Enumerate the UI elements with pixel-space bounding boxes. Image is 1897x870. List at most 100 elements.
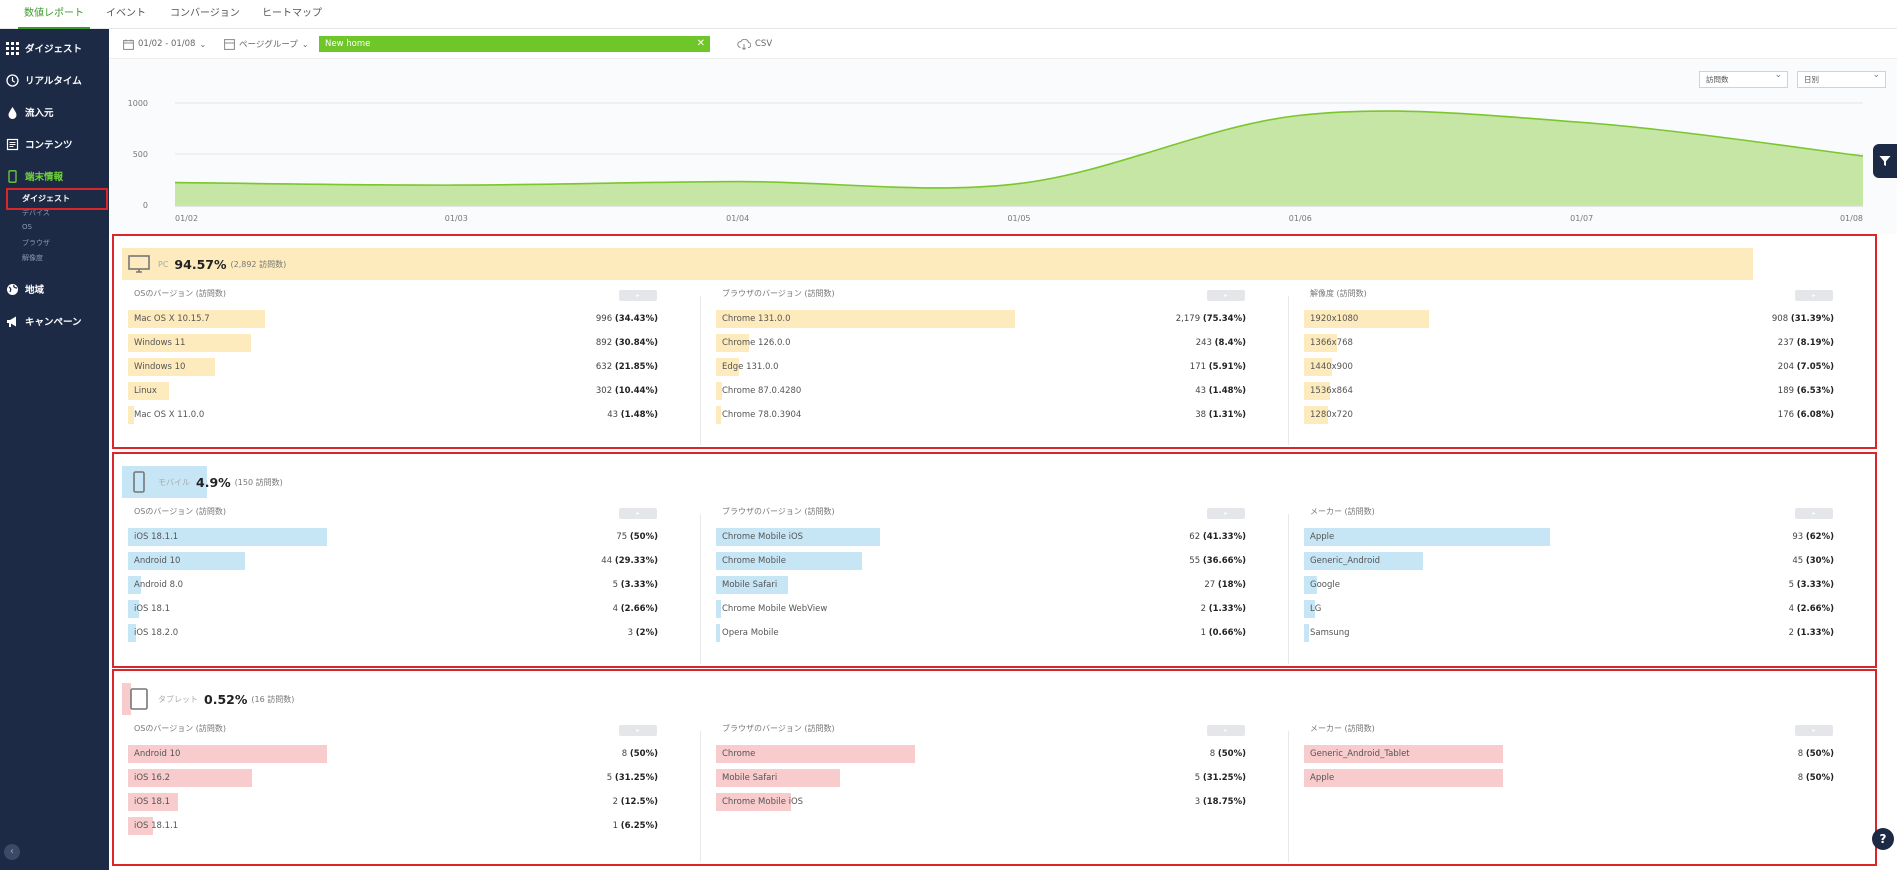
list-item[interactable]: 1920x1080 908 (31.39%) bbox=[1304, 310, 1834, 328]
detail-button[interactable]: ▸ bbox=[1207, 290, 1245, 301]
list-item[interactable]: Apple 93 (62%) bbox=[1304, 528, 1834, 546]
sidebar-subitem-device[interactable]: デバイス bbox=[22, 209, 50, 217]
tab-heatmap[interactable]: ヒートマップ bbox=[262, 8, 322, 19]
item-percentage: (12.5%) bbox=[620, 797, 658, 807]
list-item[interactable]: Chrome Mobile WebView 2 (1.33%) bbox=[716, 600, 1246, 618]
list-item[interactable]: Generic_Android 45 (30%) bbox=[1304, 552, 1834, 570]
period-select[interactable]: 日別 bbox=[1797, 68, 1886, 88]
list-item[interactable]: Opera Mobile 1 (0.66%) bbox=[716, 624, 1246, 642]
list-item[interactable]: iOS 18.2.0 3 (2%) bbox=[128, 624, 658, 642]
sidebar-item-label: ダイジェスト bbox=[25, 44, 83, 55]
list-item[interactable]: Apple 8 (50%) bbox=[1304, 769, 1834, 787]
list-item[interactable]: 1536x864 189 (6.53%) bbox=[1304, 382, 1834, 400]
list-item[interactable]: Mac OS X 10.15.7 996 (34.43%) bbox=[128, 310, 658, 328]
help-button[interactable]: ? bbox=[1872, 828, 1894, 850]
list-item[interactable]: iOS 18.1 2 (12.5%) bbox=[128, 793, 658, 811]
list-item[interactable]: Chrome 78.0.3904 38 (1.31%) bbox=[716, 406, 1246, 424]
sidebar-item-campaign[interactable]: キャンペーン bbox=[0, 310, 109, 332]
tab-events[interactable]: イベント bbox=[106, 8, 146, 19]
list-item[interactable]: LG 4 (2.66%) bbox=[1304, 600, 1834, 618]
sidebar-item-contents[interactable]: コンテンツ bbox=[0, 133, 109, 155]
sidebar-item-realtime[interactable]: リアルタイム bbox=[0, 69, 109, 91]
item-value: 2 (1.33%) bbox=[1789, 624, 1834, 642]
list-item[interactable]: Chrome 131.0.0 2,179 (75.34%) bbox=[716, 310, 1246, 328]
tab-conversion[interactable]: コンバージョン bbox=[170, 8, 240, 19]
item-percentage: (29.33%) bbox=[614, 556, 658, 566]
list-item[interactable]: Chrome Mobile iOS 62 (41.33%) bbox=[716, 528, 1246, 546]
sidebar-item-digest[interactable]: ダイジェスト bbox=[0, 37, 109, 59]
detail-button[interactable]: ▸ bbox=[1795, 725, 1833, 736]
list-item[interactable]: 1366x768 237 (8.19%) bbox=[1304, 334, 1834, 352]
list-item[interactable]: Chrome 8 (50%) bbox=[716, 745, 1246, 763]
list-item[interactable]: 1280x720 176 (6.08%) bbox=[1304, 406, 1834, 424]
list-item[interactable]: Mobile Safari 27 (18%) bbox=[716, 576, 1246, 594]
date-range-picker[interactable]: 01/02 - 01/08 ⌄ bbox=[123, 36, 206, 52]
item-label: iOS 18.1 bbox=[134, 797, 171, 807]
column-title: OSのバージョン (訪問数) bbox=[134, 289, 226, 298]
item-value: 43 (1.48%) bbox=[1195, 382, 1246, 400]
list-item[interactable]: Linux 302 (10.44%) bbox=[128, 382, 658, 400]
list-item[interactable]: Google 5 (3.33%) bbox=[1304, 576, 1834, 594]
item-value: 3 (18.75%) bbox=[1195, 793, 1246, 811]
detail-button[interactable]: ▸ bbox=[619, 725, 657, 736]
list-item[interactable]: Chrome 126.0.0 243 (8.4%) bbox=[716, 334, 1246, 352]
list-item[interactable]: Chrome 87.0.4280 43 (1.48%) bbox=[716, 382, 1246, 400]
item-label: Android 10 bbox=[134, 749, 181, 759]
share-bar bbox=[128, 600, 139, 618]
item-value: 189 (6.53%) bbox=[1778, 382, 1834, 400]
metric-select[interactable]: 訪問数 bbox=[1699, 68, 1788, 88]
item-percentage: (1.33%) bbox=[1796, 628, 1834, 638]
sidebar-subitem-resolution[interactable]: 解像度 bbox=[22, 254, 43, 262]
detail-button[interactable]: ▸ bbox=[1207, 725, 1245, 736]
sidebar-subitem-browser[interactable]: ブラウザ bbox=[22, 239, 50, 247]
sidebar-item-label: リアルタイム bbox=[25, 76, 82, 87]
share-bar bbox=[716, 600, 722, 618]
close-icon[interactable]: ✕ bbox=[696, 38, 705, 49]
item-count: 1 bbox=[1200, 628, 1207, 638]
list-item[interactable]: Windows 11 892 (30.84%) bbox=[128, 334, 658, 352]
sidebar-item-device-info[interactable]: 端末情報 bbox=[0, 165, 109, 187]
collapse-sidebar-icon[interactable]: ‹ bbox=[4, 844, 20, 860]
list-item[interactable]: iOS 18.1 4 (2.66%) bbox=[128, 600, 658, 618]
list-item[interactable]: Windows 10 632 (21.85%) bbox=[128, 358, 658, 376]
sidebar-subitem-os[interactable]: OS bbox=[22, 223, 32, 231]
list-item[interactable]: Chrome Mobile iOS 3 (18.75%) bbox=[716, 793, 1246, 811]
list-item[interactable]: Chrome Mobile 55 (36.66%) bbox=[716, 552, 1246, 570]
sidebar-subitem-digest[interactable]: ダイジェスト bbox=[6, 188, 108, 210]
list-item[interactable]: iOS 18.1.1 1 (6.25%) bbox=[128, 817, 658, 835]
list-item[interactable]: Edge 131.0.0 171 (5.91%) bbox=[716, 358, 1246, 376]
chevron-down-icon: ⌄ bbox=[301, 39, 309, 49]
detail-button[interactable]: ▸ bbox=[619, 508, 657, 519]
item-label: iOS 18.1 bbox=[134, 604, 171, 614]
list-item[interactable]: iOS 18.1.1 75 (50%) bbox=[128, 528, 658, 546]
sidebar-item-region[interactable]: 地域 bbox=[0, 278, 109, 300]
detail-button[interactable]: ▸ bbox=[1207, 508, 1245, 519]
page-group-dropdown[interactable]: ページグループ ⌄ bbox=[224, 36, 309, 52]
filter-icon[interactable] bbox=[1873, 144, 1897, 178]
detail-button[interactable]: ▸ bbox=[619, 290, 657, 301]
column-title: 解像度 (訪問数) bbox=[1310, 289, 1367, 298]
item-percentage: (34.43%) bbox=[614, 314, 658, 324]
list-item[interactable]: Android 10 44 (29.33%) bbox=[128, 552, 658, 570]
detail-button[interactable]: ▸ bbox=[1795, 290, 1833, 301]
device-share-bar bbox=[122, 248, 1754, 280]
detail-button[interactable]: ▸ bbox=[1795, 508, 1833, 519]
tab-numeric-report[interactable]: 数値レポート bbox=[18, 0, 90, 29]
page-filter-chip[interactable]: New home ✕ bbox=[319, 36, 710, 52]
share-bar bbox=[1304, 334, 1337, 352]
list-item[interactable]: Generic_Android_Tablet 8 (50%) bbox=[1304, 745, 1834, 763]
item-label: Windows 10 bbox=[134, 362, 186, 372]
list-item[interactable]: iOS 16.2 5 (31.25%) bbox=[128, 769, 658, 787]
item-label: Windows 11 bbox=[134, 338, 186, 348]
list-item[interactable]: Mobile Safari 5 (31.25%) bbox=[716, 769, 1246, 787]
share-bar bbox=[1304, 600, 1315, 618]
item-count: 5 bbox=[1788, 580, 1795, 590]
csv-download-button[interactable]: CSV bbox=[737, 36, 772, 52]
item-percentage: (50%) bbox=[629, 749, 658, 759]
list-item[interactable]: Android 10 8 (50%) bbox=[128, 745, 658, 763]
list-item[interactable]: Android 8.0 5 (3.33%) bbox=[128, 576, 658, 594]
list-item[interactable]: Samsung 2 (1.33%) bbox=[1304, 624, 1834, 642]
list-item[interactable]: Mac OS X 11.0.0 43 (1.48%) bbox=[128, 406, 658, 424]
list-item[interactable]: 1440x900 204 (7.05%) bbox=[1304, 358, 1834, 376]
sidebar-item-source[interactable]: 流入元 bbox=[0, 101, 109, 123]
